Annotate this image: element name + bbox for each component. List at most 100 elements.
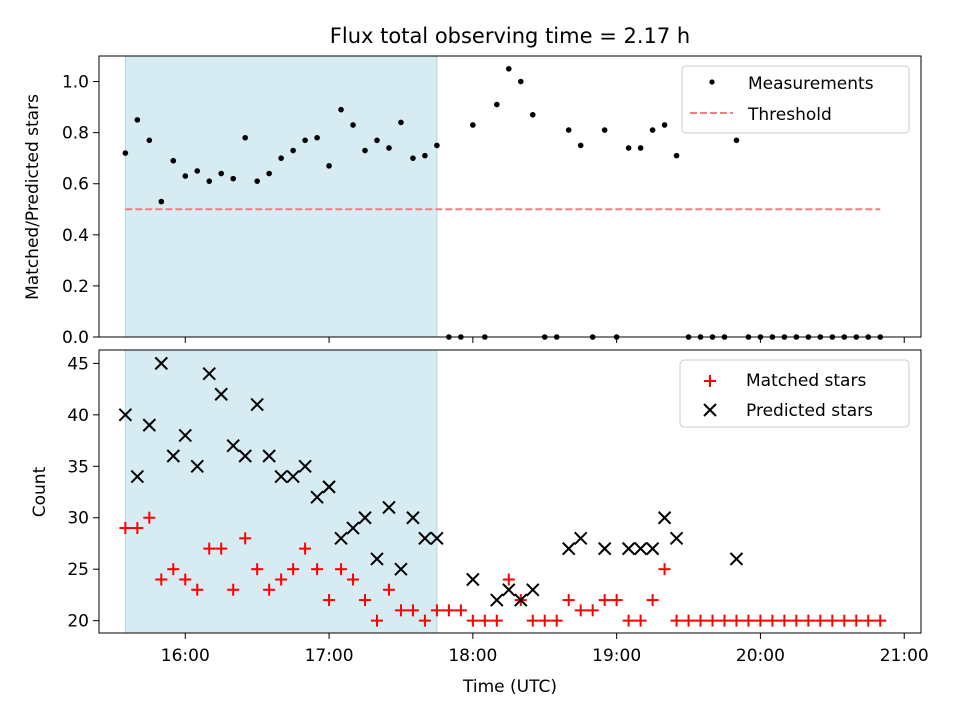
predicted-stars-point: [202, 366, 216, 381]
matched-stars-point: [838, 614, 851, 627]
y-tick-label: 0.0: [62, 328, 89, 348]
measurement-point: [254, 178, 260, 184]
predicted-stars-point: [250, 397, 264, 412]
matched-stars-point: [658, 563, 671, 576]
matched-stars-point: [311, 563, 324, 576]
matched-stars-point: [143, 511, 156, 524]
matched-stars-point: [598, 594, 611, 607]
matched-stars-point: [538, 614, 551, 627]
matched-stars-point: [874, 614, 887, 627]
predicted-stars-point: [358, 511, 372, 525]
measurement-point: [422, 152, 428, 159]
x-tick-label: 18:00: [448, 646, 497, 666]
measurement-point: [206, 178, 213, 184]
matched-stars-point: [215, 542, 228, 555]
matched-stars-point: [778, 614, 791, 627]
measurement-point: [230, 175, 237, 182]
measurement-point: [242, 134, 248, 141]
x-tick-label: 19:00: [592, 646, 641, 666]
matched-stars-point: [502, 573, 515, 586]
bottom-legend: Matched stars Predicted stars: [679, 359, 910, 428]
bottom-legend-box: [679, 359, 910, 428]
predicted-stars-point: [238, 449, 252, 463]
predicted-stars-point: [142, 418, 157, 432]
measurement-point: [134, 117, 141, 123]
matched-stars-point: [694, 614, 707, 627]
matched-stars-point: [203, 542, 216, 555]
measurement-point: [146, 137, 153, 144]
matched-stars-point: [191, 583, 204, 596]
matched-stars-point: [299, 542, 312, 555]
matched-stars-point: [862, 614, 875, 627]
y-tick-label: 0.6: [62, 175, 89, 195]
measurement-point: [577, 142, 584, 149]
matched-stars-point: [754, 614, 767, 627]
y-tick-label: 0.2: [62, 277, 89, 297]
predicted-stars-point: [334, 531, 348, 546]
matched-stars-point: [826, 614, 839, 627]
matched-stars-point: [359, 594, 372, 607]
matched-stars-point: [406, 604, 419, 617]
y-tick-label: 0.4: [62, 226, 89, 246]
top-axes-frame: [98, 55, 922, 338]
predicted-stars-point: [669, 531, 684, 546]
matched-stars-point: [790, 614, 803, 627]
bottom-axes-frame: [98, 349, 922, 634]
matched-stars-point: [802, 614, 815, 627]
measurement-point: [565, 127, 572, 133]
predicted-stars-point: [226, 438, 240, 453]
predicted-stars-point: [382, 500, 396, 515]
matched-stars-point: [586, 604, 599, 617]
measurement-point: [517, 78, 524, 85]
measurement-point: [266, 170, 272, 177]
measurement-point: [506, 65, 512, 72]
predicted-stars-point: [190, 459, 204, 473]
matched-stars-point: [634, 614, 647, 627]
legend-measurements-marker: [709, 79, 715, 85]
x-tick-label: 17:00: [305, 646, 354, 666]
matched-stars-point: [814, 614, 827, 627]
measurement-point: [218, 170, 225, 177]
predicted-stars-point: [526, 583, 540, 597]
predicted-stars-point: [214, 387, 228, 401]
y-tick-label: 20: [67, 612, 89, 632]
matched-stars-point: [526, 614, 539, 627]
measurement-point: [122, 150, 129, 156]
predicted-stars-point: [178, 428, 192, 443]
matched-stars-point: [179, 573, 192, 586]
matched-stars-point: [263, 583, 276, 596]
predicted-stars-point: [514, 593, 528, 607]
top-y-axis-label: Matched/Predicted stars: [23, 94, 43, 300]
top-legend: Measurements Threshold: [681, 65, 910, 134]
matched-stars-point: [382, 583, 395, 596]
measurement-point: [434, 142, 440, 149]
measurement-point: [338, 106, 344, 113]
matched-stars-point: [251, 563, 264, 576]
predicted-stars-point: [166, 449, 180, 463]
predicted-stars-point: [406, 511, 420, 525]
measurement-point: [158, 198, 165, 205]
predicted-stars-point: [274, 469, 288, 484]
bottom-panel: 20 25 30 35 40 45 16:00 17:00 18:00 19:00 20:00 21…: [30, 349, 929, 697]
matched-stars-point: [742, 614, 755, 627]
predicted-stars-point: [370, 552, 384, 566]
predicted-stars-point: [621, 541, 636, 556]
y-tick-label: 45: [67, 354, 89, 374]
matched-stars-point: [850, 614, 863, 627]
predicted-stars-point: [562, 541, 576, 556]
matched-stars-point: [766, 614, 779, 627]
chart-title: Flux total observing time = 2.17 h: [330, 24, 690, 48]
x-tick-label: 20:00: [736, 646, 785, 666]
predicted-stars-point: [633, 541, 648, 556]
measurement-point: [733, 137, 740, 144]
matched-stars-point: [682, 614, 695, 627]
matched-stars-point: [287, 563, 300, 576]
matched-stars-point: [706, 614, 719, 627]
matched-stars-point: [167, 563, 180, 576]
predicted-stars-point: [466, 572, 480, 587]
legend-matched-marker: [704, 375, 716, 387]
predicted-stars-point: [573, 531, 588, 546]
measurement-point: [673, 152, 680, 159]
predicted-stars-point: [130, 469, 145, 484]
